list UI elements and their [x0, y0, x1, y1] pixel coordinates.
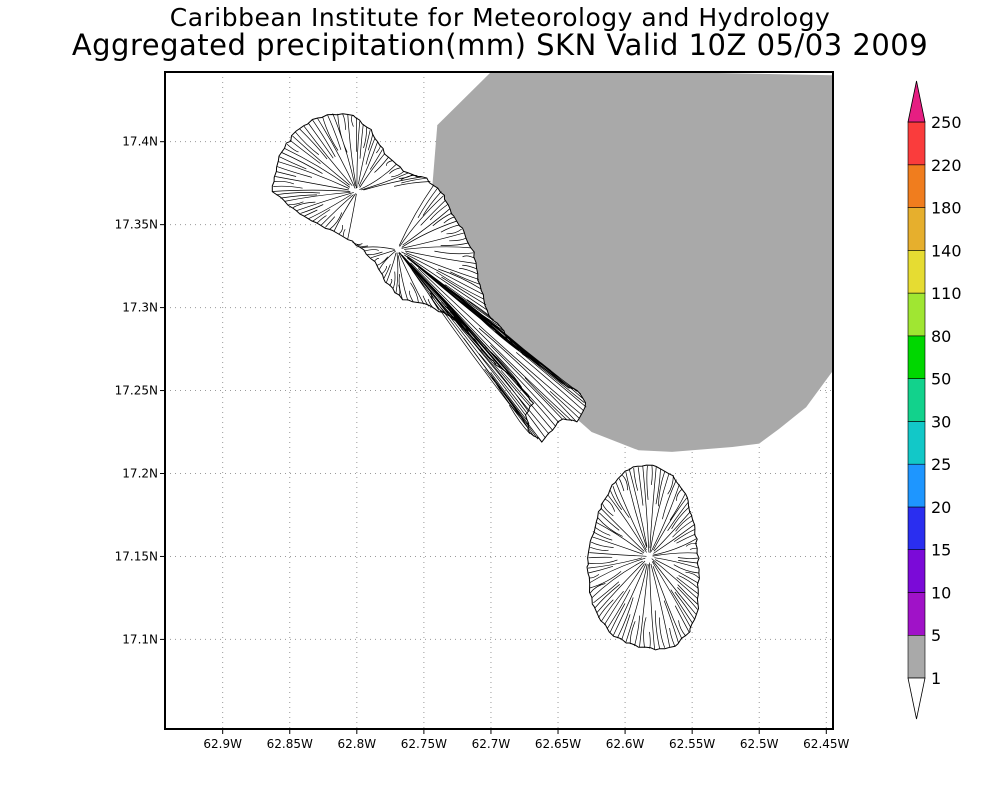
precip-shading-layer [431, 72, 833, 452]
island-coastline [586, 464, 700, 651]
colorbar-segment [907, 592, 926, 636]
lat-tick-label: 17.1N [122, 632, 158, 646]
colorbar-label: 10 [931, 584, 951, 603]
colorbar-segment [907, 378, 926, 422]
colorbar-label: 220 [931, 156, 962, 175]
colorbar-max-arrow [907, 80, 926, 123]
lon-tick-label: 62.45W [803, 737, 849, 751]
colorbar-label: 250 [931, 113, 962, 132]
colorbar-label: 30 [931, 412, 951, 431]
colorbar-label: 140 [931, 241, 962, 260]
colorbar-label: 25 [931, 455, 951, 474]
colorbar-label: 1 [931, 669, 941, 688]
drainage-lines [272, 113, 587, 443]
colorbar-segment [907, 463, 926, 508]
lat-tick-label: 17.2N [122, 467, 158, 481]
island-layer [271, 113, 700, 651]
colorbar-label: 180 [931, 199, 962, 218]
colorbar-min-arrow [907, 677, 926, 720]
colorbar-segment [907, 164, 926, 208]
page-title: Caribbean Institute for Meteorology and … [169, 3, 831, 32]
colorbar-segment [907, 207, 926, 251]
colorbar-label: 15 [931, 541, 951, 560]
colorbar-label: 5 [931, 626, 941, 645]
lon-tick-label: 62.6W [606, 737, 645, 751]
lon-tick-label: 62.65W [535, 737, 581, 751]
colorbar-label: 20 [931, 498, 951, 517]
lat-tick-label: 17.3N [122, 301, 158, 315]
lon-tick-label: 62.8W [338, 737, 377, 751]
colorbar-label: 80 [931, 327, 951, 346]
lon-tick-label: 62.75W [401, 737, 447, 751]
colorbar-segment [907, 121, 926, 166]
axis-ticks: 62.9W 62.85W 62.8W 62.75W 62.7W 62.65W 62.6W 62… [115, 135, 850, 751]
lon-tick-label: 62.7W [472, 737, 511, 751]
plot-frame [164, 71, 834, 730]
map-subtitle: Aggregated precipitation(mm) SKN Valid 1… [71, 28, 929, 62]
colorbar-segment [907, 634, 926, 679]
island-st-kitts [271, 113, 587, 443]
colorbar-segment [907, 549, 926, 593]
lat-tick-label: 17.4N [122, 135, 158, 149]
lon-tick-label: 62.55W [669, 737, 715, 751]
lat-tick-label: 17.35N [115, 218, 158, 232]
colorbar-segment [907, 421, 926, 465]
lon-tick-label: 62.9W [203, 737, 242, 751]
lon-tick-label: 62.85W [267, 737, 313, 751]
precip-area-1-5mm [431, 72, 833, 452]
colorbar-label: 50 [931, 370, 951, 389]
colorbar-segment [907, 506, 926, 550]
colorbar-segment [907, 292, 926, 337]
lat-tick-label: 17.25N [115, 384, 158, 398]
island-nevis [586, 464, 700, 651]
lat-tick-label: 17.15N [115, 549, 158, 563]
drainage-lines [587, 465, 700, 650]
lon-tick-label: 62.5W [740, 737, 779, 751]
colorbar-segment [907, 250, 926, 294]
colorbar-segment [907, 335, 926, 379]
colorbar-label: 110 [931, 284, 962, 303]
